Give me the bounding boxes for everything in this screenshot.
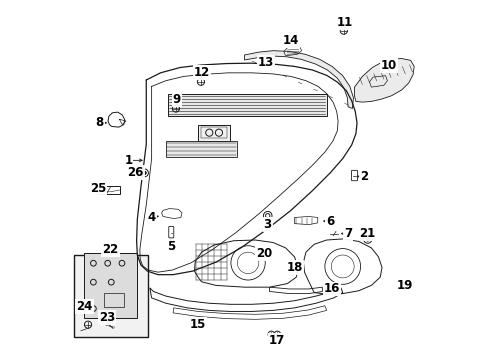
Text: 6: 6 <box>325 215 334 228</box>
FancyBboxPatch shape <box>74 255 148 337</box>
Text: 4: 4 <box>147 211 156 224</box>
Text: 13: 13 <box>257 55 273 69</box>
FancyBboxPatch shape <box>165 141 237 157</box>
FancyBboxPatch shape <box>84 253 137 318</box>
Polygon shape <box>354 59 413 102</box>
Text: 8: 8 <box>96 116 104 129</box>
Text: 10: 10 <box>380 59 396 72</box>
Text: 1: 1 <box>124 154 132 167</box>
Text: 12: 12 <box>193 66 209 79</box>
Text: 22: 22 <box>102 243 119 256</box>
Text: 19: 19 <box>396 279 412 292</box>
Text: 26: 26 <box>127 166 143 179</box>
Text: 15: 15 <box>189 318 206 331</box>
Text: 18: 18 <box>286 261 302 274</box>
Text: 23: 23 <box>99 311 115 324</box>
FancyBboxPatch shape <box>167 94 326 116</box>
Text: 9: 9 <box>172 93 181 106</box>
Polygon shape <box>244 51 353 109</box>
Text: 16: 16 <box>323 283 340 296</box>
Text: 14: 14 <box>282 34 299 47</box>
Circle shape <box>143 171 145 174</box>
Text: 5: 5 <box>167 240 175 253</box>
Text: 11: 11 <box>336 16 352 29</box>
Text: 17: 17 <box>268 334 284 347</box>
Text: 3: 3 <box>263 218 271 231</box>
Text: 20: 20 <box>256 247 272 260</box>
Text: 21: 21 <box>359 227 375 240</box>
Text: 2: 2 <box>359 170 367 183</box>
Circle shape <box>365 237 369 241</box>
FancyBboxPatch shape <box>198 125 230 141</box>
Text: 7: 7 <box>344 227 351 240</box>
Text: 25: 25 <box>90 183 106 195</box>
Text: 24: 24 <box>76 300 92 313</box>
